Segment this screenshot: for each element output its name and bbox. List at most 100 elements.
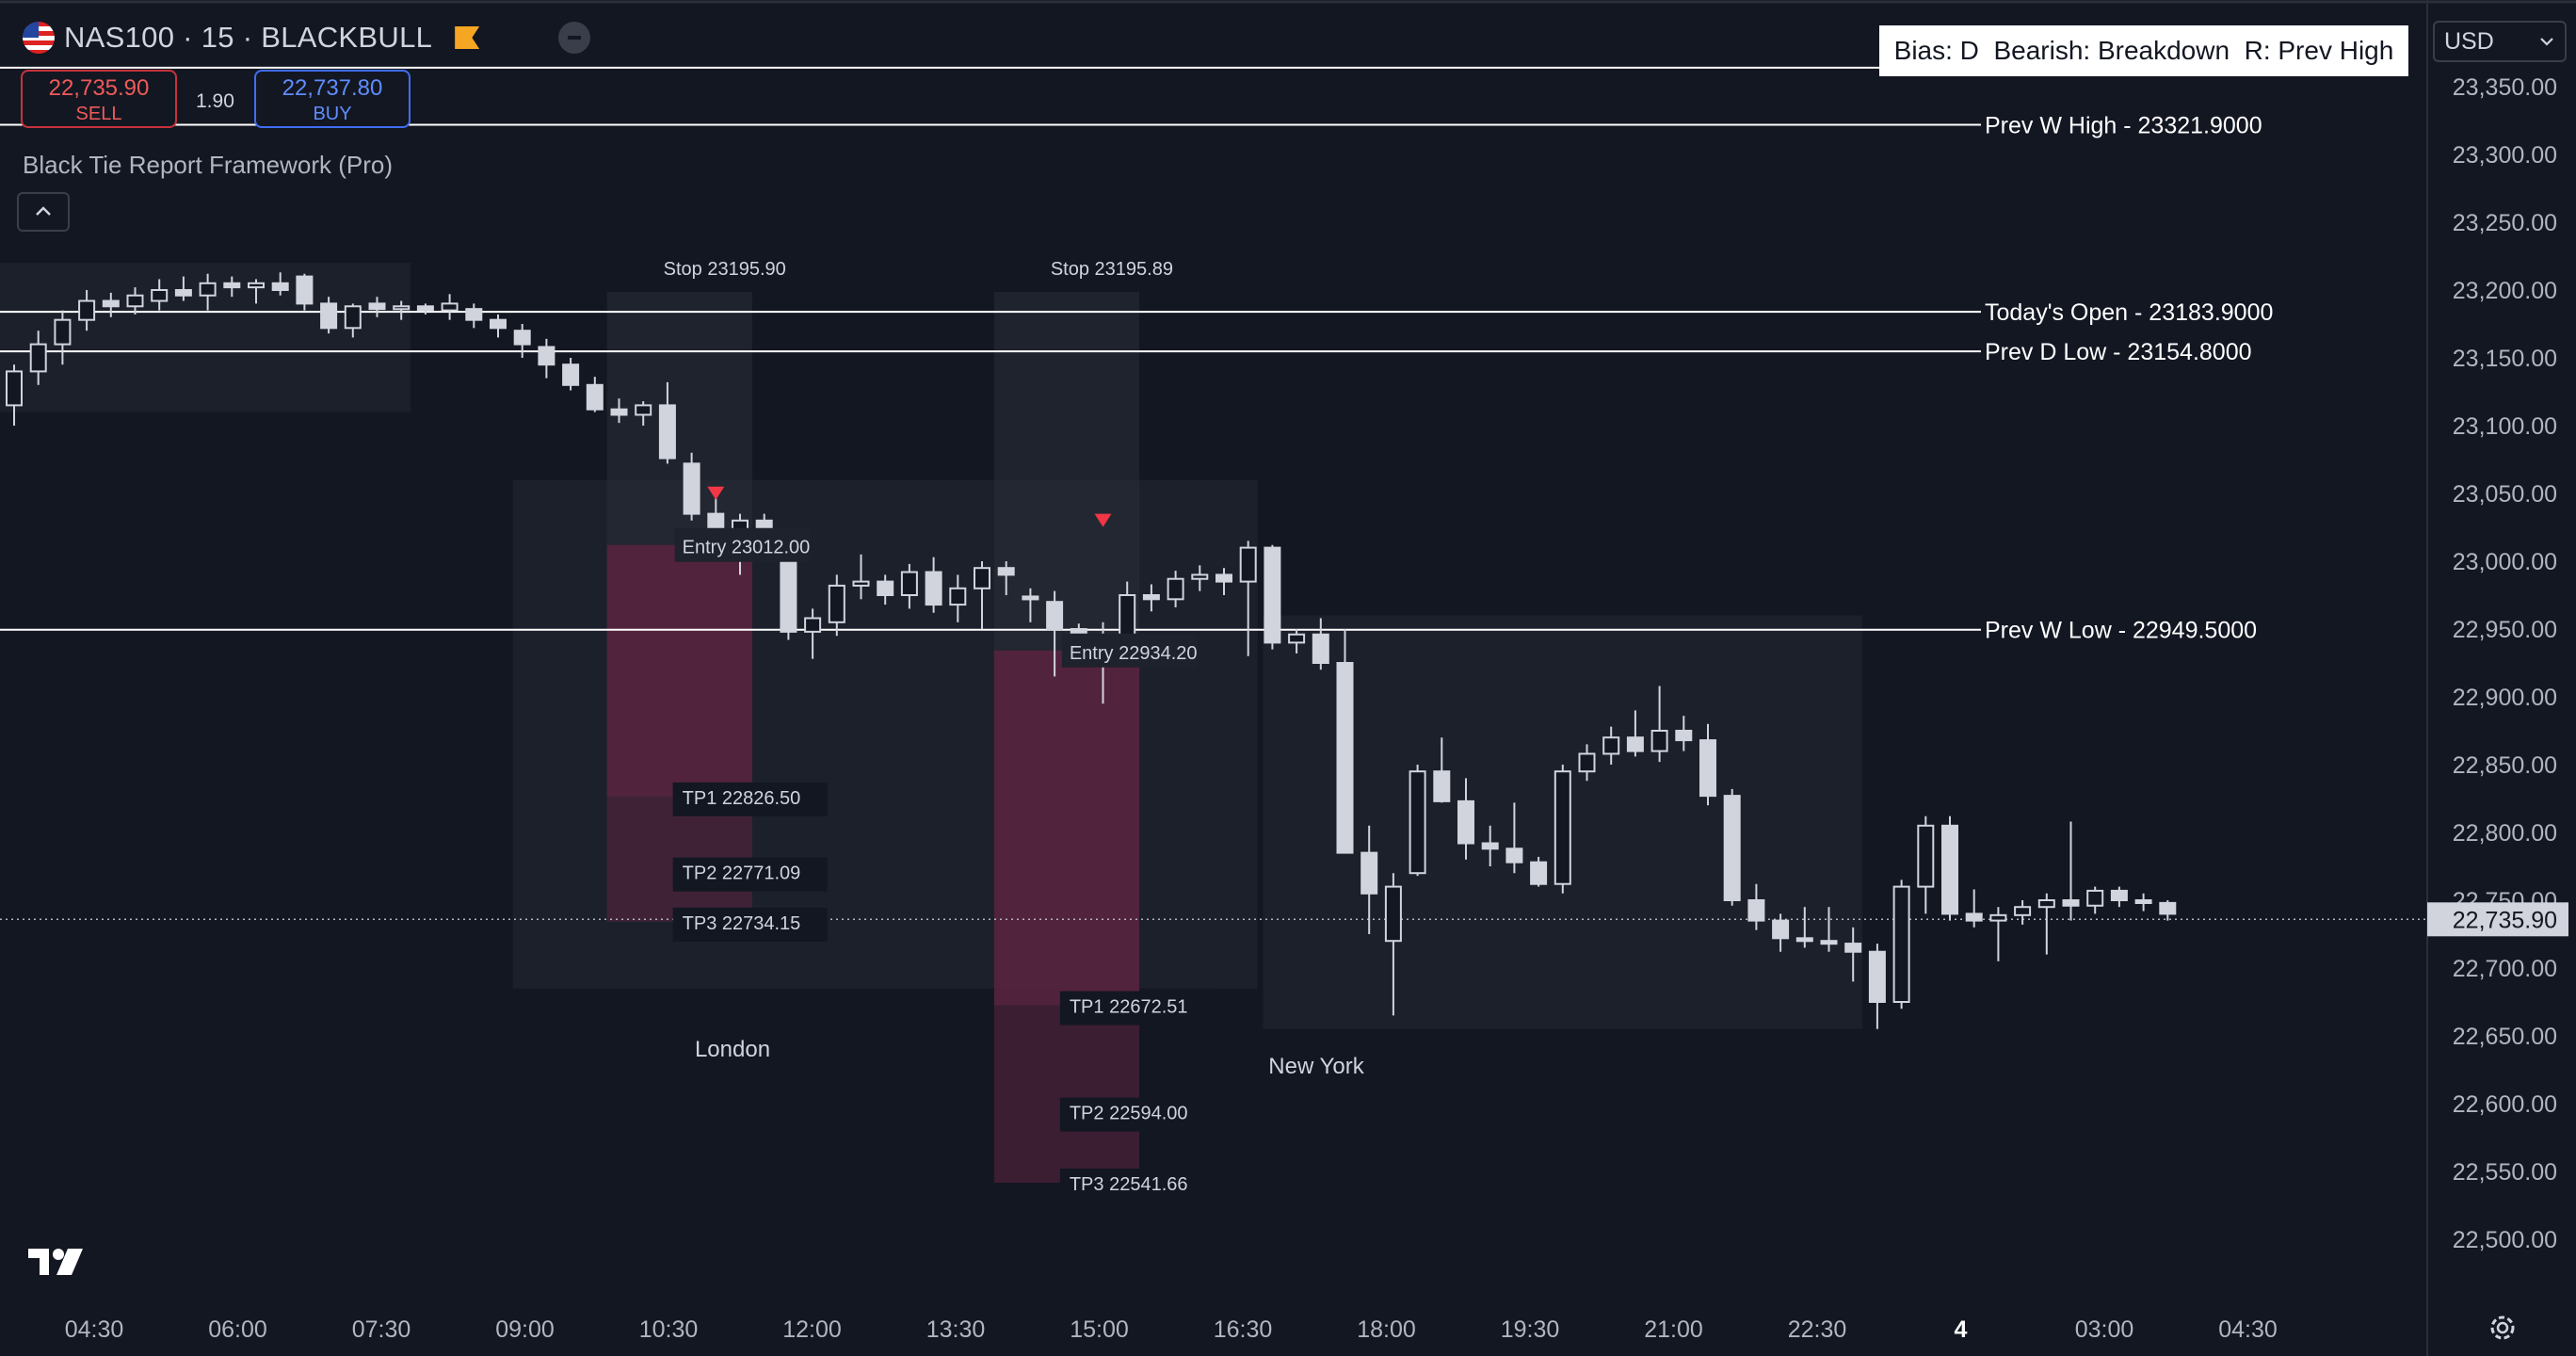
candle-bear: [586, 383, 604, 411]
buy-button[interactable]: 22,737.80 BUY: [254, 70, 411, 128]
price-tick-label: 22,600.00: [2453, 1091, 2557, 1118]
sell-signal-marker: [707, 486, 725, 500]
entry-label-bg: [674, 527, 811, 562]
buy-price: 22,737.80: [282, 75, 383, 101]
candle-bear: [610, 408, 628, 416]
candle-bull: [2086, 889, 2104, 907]
candle-bull: [1892, 885, 1910, 1003]
candle-bull: [974, 567, 990, 589]
symbol-title[interactable]: NAS100 · 15 · BLACKBULL: [64, 21, 433, 54]
candle-bull: [199, 282, 217, 297]
candle-bear: [271, 282, 289, 291]
symbol-header[interactable]: NAS100 · 15 · BLACKBULL: [23, 21, 591, 55]
price-tick-label: 22,650.00: [2453, 1024, 2557, 1050]
currency-select[interactable]: USD: [2433, 21, 2567, 62]
tp-label-bg: [1059, 1097, 1215, 1132]
candle-bear: [538, 346, 555, 366]
candle-bear: [1264, 546, 1281, 644]
tp-label-bg: [672, 857, 828, 892]
level-label: Prev W High - 23321.9000: [1985, 112, 2262, 138]
candle-bear: [997, 567, 1015, 576]
price-tick-label: 23,150.00: [2453, 346, 2557, 372]
price-tick-label: 23,050.00: [2453, 481, 2557, 508]
sell-label: SELL: [75, 104, 122, 124]
time-tick-label: 07:30: [352, 1316, 411, 1343]
sell-button[interactable]: 22,735.90 SELL: [21, 70, 177, 128]
time-tick-label: 04:30: [65, 1316, 124, 1343]
candle-bear: [1747, 899, 1765, 922]
sell-price: 22,735.90: [48, 75, 150, 101]
candle-bear: [296, 275, 314, 305]
candle-bull: [1989, 913, 2007, 922]
candle-bear: [877, 580, 894, 596]
candle-bull: [1191, 573, 1209, 580]
candle-bear: [1820, 940, 1838, 945]
price-tick-label: 22,500.00: [2453, 1227, 2557, 1253]
candle-bull: [852, 580, 870, 587]
chevron-down-icon: [2540, 38, 2553, 46]
currency-label: USD: [2444, 27, 2494, 55]
time-tick-label: 21:00: [1644, 1316, 1703, 1343]
candle-bull: [1578, 752, 1596, 773]
tp-label-bg: [672, 782, 828, 816]
candle-bear: [416, 305, 434, 312]
candle-bear: [1965, 912, 1983, 922]
current-price-tag: [2427, 902, 2568, 937]
candle-bear: [1360, 851, 1378, 895]
entry-label-bg: [1061, 633, 1198, 668]
candle-bull: [6, 370, 23, 407]
gear-icon[interactable]: [2486, 1311, 2520, 1345]
candle-bear: [1626, 736, 1644, 752]
price-tick-label: 22,800.00: [2453, 820, 2557, 847]
tp-label: TP1 22672.51: [1070, 997, 1188, 1018]
candle-bull: [2037, 899, 2055, 909]
candle-bull: [29, 343, 47, 373]
indicator-title[interactable]: Black Tie Report Framework (Pro): [23, 151, 393, 179]
candle-bull: [1409, 770, 1426, 875]
collapse-button[interactable]: [17, 192, 70, 232]
candle-bear: [1046, 601, 1064, 631]
price-tick-label: 22,550.00: [2453, 1159, 2557, 1186]
price-tick-label: 22,950.00: [2453, 617, 2557, 643]
candle-bull: [441, 302, 459, 312]
candle-bear: [562, 363, 580, 386]
flag-pin-icon[interactable]: [455, 26, 480, 49]
entry-label: Entry 23012.00: [683, 538, 811, 558]
candle-bull: [900, 571, 918, 597]
spread-value: 1.90: [196, 90, 234, 112]
current-price-label: 22,735.90: [2453, 907, 2557, 933]
tradingview-logo[interactable]: [26, 1245, 87, 1279]
stop-zone: [993, 291, 1140, 651]
us-flag-icon: [23, 22, 55, 54]
candle-bear: [683, 462, 700, 515]
candle-bear: [1795, 937, 1813, 943]
bias-label: Bias: D Bearish: Breakdown R: Prev High: [1879, 25, 2408, 76]
level-label: Today's Open - 23183.9000: [1985, 299, 2273, 326]
time-tick-label: 19:30: [1501, 1316, 1560, 1343]
stop-label: Stop 23195.89: [1051, 259, 1173, 280]
candle-bull: [949, 587, 967, 606]
chevron-up-icon: [36, 206, 51, 216]
level-label: Prev W Low - 22949.5000: [1985, 618, 2257, 644]
minus-icon[interactable]: [558, 22, 591, 54]
time-tick-label: 04:30: [2218, 1316, 2278, 1343]
candle-bear: [1336, 662, 1354, 854]
candle-bull: [248, 282, 265, 289]
candle-bull: [393, 305, 411, 311]
sell-signal-marker: [1094, 513, 1112, 527]
candle-bull: [1167, 577, 1184, 601]
candle-bear: [658, 404, 676, 460]
price-tick-label: 23,100.00: [2453, 413, 2557, 440]
candle-bear: [780, 549, 797, 633]
tp-label: TP2 22771.09: [683, 864, 801, 884]
candle-bull: [1384, 885, 1402, 943]
candle-bull: [804, 617, 822, 633]
candle-bear: [2159, 901, 2177, 915]
tp-label: TP3 22734.15: [683, 913, 801, 934]
tp-label-bg: [672, 907, 828, 942]
candle-bull: [78, 299, 96, 321]
candle-bull: [1650, 730, 1668, 752]
price-tick-label: 23,000.00: [2453, 549, 2557, 575]
time-tick-label: 4: [1955, 1316, 1968, 1343]
